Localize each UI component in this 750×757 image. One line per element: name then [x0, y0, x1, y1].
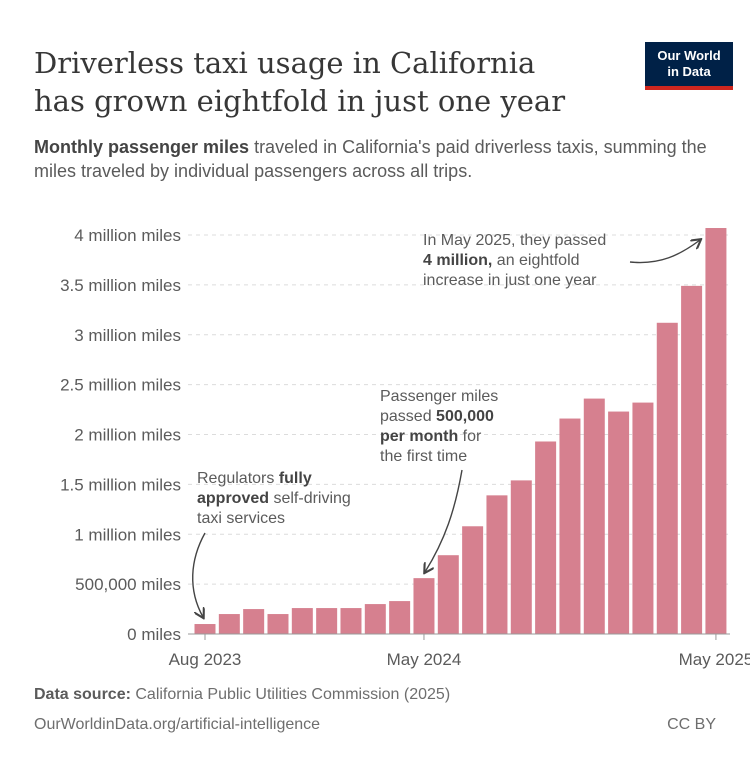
arrow-4m: [629, 240, 700, 264]
bar: [608, 411, 630, 634]
y-tick-label: 500,000 miles: [75, 575, 181, 594]
y-tick-label: 2 million miles: [74, 426, 181, 445]
bar: [413, 578, 435, 634]
x-tick-label: May 2025: [679, 650, 750, 669]
annotation-4m: In May 2025, they passed 4 million, an ei…: [423, 232, 606, 289]
y-tick-label: 0 miles: [127, 625, 181, 644]
bar: [316, 608, 338, 634]
bar: [486, 495, 508, 634]
bar: [218, 614, 240, 634]
owid-logo[interactable]: Our World in Data: [645, 42, 733, 90]
source-text: California Public Utilities Commission (…: [130, 686, 451, 703]
arrow-approval: [192, 532, 206, 617]
y-tick-label: 1.5 million miles: [60, 475, 181, 494]
bar: [535, 441, 557, 634]
y-tick-label: 4 million miles: [74, 226, 181, 245]
source-url[interactable]: OurWorldinData.org/artificial-intelligen…: [34, 716, 321, 733]
y-tick-label: 1 million miles: [74, 525, 181, 544]
bar: [462, 526, 484, 634]
arrow-500k: [425, 469, 463, 572]
x-tick-label: May 2024: [387, 650, 462, 669]
bar: [656, 322, 678, 634]
bar: [510, 480, 532, 634]
chart-title: Driverless taxi usage in California has …: [34, 46, 566, 118]
bar: [389, 601, 411, 634]
bar: [705, 228, 727, 634]
source-label: Data source:: [34, 686, 131, 703]
bar: [340, 608, 362, 634]
bar: [364, 604, 386, 634]
bar: [243, 609, 265, 634]
license[interactable]: CC BY: [667, 716, 716, 733]
y-tick-label: 3 million miles: [74, 326, 181, 345]
bar: [559, 418, 581, 634]
bar: [583, 398, 605, 634]
subtitle-text: traveled in California's paid driverless…: [34, 137, 707, 181]
y-tick-label: 2.5 million miles: [60, 376, 181, 395]
bar: [681, 285, 703, 634]
bar: [267, 614, 289, 634]
logo-line1: Our World: [657, 48, 721, 63]
x-tick-label: Aug 2023: [169, 650, 242, 669]
subtitle-bold: Monthly passenger miles: [34, 137, 250, 157]
y-tick-label: 3.5 million miles: [60, 276, 181, 295]
annotation-500k: Passenger miles passed 500,000 per month f…: [380, 388, 498, 465]
bar: [291, 608, 313, 634]
chart-subtitle: Monthly passenger miles traveled in Cali…: [34, 135, 724, 183]
logo-line2: in Data: [667, 64, 711, 79]
data-source: Data source: California Public Utilities…: [34, 686, 450, 704]
bar: [437, 555, 459, 634]
bar: [632, 402, 654, 634]
annotation-approval: Regulators fully approved self-driving tax…: [197, 470, 351, 527]
bar: [194, 624, 216, 634]
